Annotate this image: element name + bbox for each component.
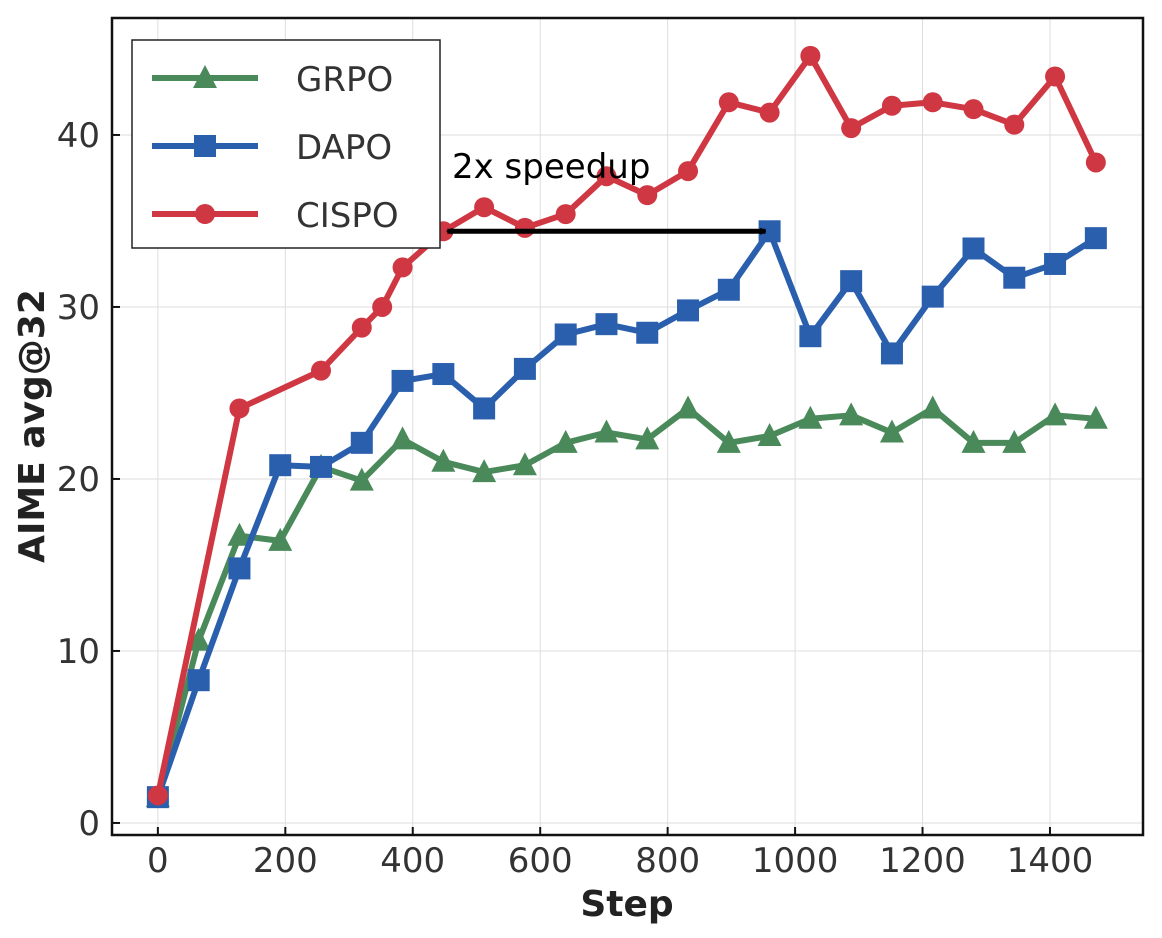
- y-tick-label: 40: [57, 116, 100, 156]
- cispo-point: [555, 204, 576, 225]
- dapo-point: [758, 220, 781, 243]
- x-tick-label: 400: [380, 841, 445, 881]
- cispo-point: [311, 360, 332, 381]
- grpo-point: [512, 452, 537, 476]
- grpo-point: [227, 522, 252, 546]
- y-tick-label: 10: [57, 632, 100, 672]
- dapo-point: [1084, 227, 1107, 250]
- series-cispo: [147, 45, 1106, 806]
- cispo-point: [963, 99, 984, 120]
- cispo-point: [392, 257, 413, 278]
- dapo-point: [921, 285, 944, 308]
- grpo-point: [1083, 405, 1108, 429]
- x-axis-label: Step: [580, 884, 673, 925]
- grpo-point: [431, 448, 456, 472]
- dapo-point: [513, 357, 536, 380]
- cispo-point: [637, 185, 658, 206]
- x-tick-label: 600: [508, 841, 573, 881]
- cispo-point: [514, 217, 535, 238]
- dapo-point: [187, 669, 210, 692]
- series-group: [145, 45, 1108, 809]
- dapo-line: [155, 228, 1098, 799]
- cispo-point: [1045, 66, 1066, 87]
- cispo-point: [372, 296, 393, 317]
- cispo-point: [351, 317, 372, 338]
- grpo-point: [349, 467, 374, 491]
- grpo-point: [839, 402, 864, 426]
- cispo-point: [474, 197, 495, 218]
- cispo-point: [1085, 152, 1106, 173]
- grpo-point: [798, 405, 823, 429]
- cispo-point: [596, 166, 617, 187]
- legend-label-cispo: CISPO: [296, 196, 399, 236]
- ticks: 0 200 400 600 800 1000 1200 1400 0 10 20 30 40: [57, 116, 1093, 881]
- x-tick-label: 200: [253, 841, 318, 881]
- dapo-point: [432, 363, 455, 386]
- dapo-point: [391, 369, 414, 392]
- dapo-point: [1044, 252, 1067, 275]
- y-tick-label: 20: [57, 460, 100, 500]
- dapo-point: [554, 323, 577, 346]
- grpo-point: [1043, 402, 1068, 426]
- grpo-point: [553, 429, 578, 453]
- grpo-point: [1002, 429, 1027, 453]
- cispo-point: [1004, 114, 1025, 135]
- cispo-point: [841, 118, 862, 139]
- x-tick-label: 1200: [879, 841, 966, 881]
- dapo-point: [1003, 266, 1026, 289]
- grpo-point: [716, 429, 741, 453]
- series-dapo: [146, 220, 1107, 809]
- dapo-point: [799, 325, 822, 348]
- dapo-point: [840, 270, 863, 293]
- legend-label-dapo: DAPO: [296, 128, 392, 168]
- grpo-point: [879, 419, 904, 443]
- y-tick-label: 30: [57, 288, 100, 328]
- grpo-point: [390, 426, 415, 450]
- dapo-point: [595, 313, 618, 336]
- cispo-point: [922, 92, 943, 113]
- dapo-point: [636, 321, 659, 344]
- grpo-point: [920, 395, 945, 419]
- cispo-point: [759, 102, 780, 123]
- legend-marker-cispo: [195, 204, 215, 224]
- dapo-point: [228, 557, 251, 580]
- cispo-point: [678, 161, 699, 182]
- grpo-point: [676, 395, 701, 419]
- cispo-point: [718, 92, 739, 113]
- y-tick-label: 0: [78, 804, 100, 844]
- legend-label-grpo: GRPO: [296, 60, 393, 100]
- dapo-point: [962, 237, 985, 260]
- dapo-point: [880, 342, 903, 365]
- grpo-point: [635, 426, 660, 450]
- legend: GRPO DAPO CISPO: [131, 39, 441, 249]
- legend-marker-grpo: [193, 65, 217, 88]
- x-tick-label: 800: [635, 841, 700, 881]
- grpo-point: [961, 429, 986, 453]
- dapo-point: [677, 299, 700, 322]
- cispo-point: [800, 45, 821, 66]
- dapo-point: [310, 455, 333, 478]
- cispo-point: [147, 785, 168, 806]
- grpo-point: [594, 419, 619, 443]
- dapo-point: [269, 454, 292, 477]
- x-tick-label: 1000: [752, 841, 839, 881]
- x-tick-label: 1400: [1007, 841, 1094, 881]
- annotation: 2x speedup: [447, 147, 765, 231]
- dapo-point: [717, 278, 740, 301]
- dapo-point: [473, 397, 496, 420]
- grpo-point: [268, 527, 293, 551]
- plot-frame: [110, 16, 1145, 837]
- dapo-point: [350, 431, 373, 454]
- grpo-point: [757, 422, 782, 446]
- speedup-label: 2x speedup: [452, 147, 650, 187]
- cispo-point: [229, 398, 250, 419]
- x-tick-label: 0: [147, 841, 169, 881]
- y-axis-label: AIME avg@32: [12, 289, 53, 563]
- cispo-point: [881, 95, 902, 116]
- legend-marker-dapo: [194, 135, 216, 157]
- grpo-point: [472, 459, 497, 483]
